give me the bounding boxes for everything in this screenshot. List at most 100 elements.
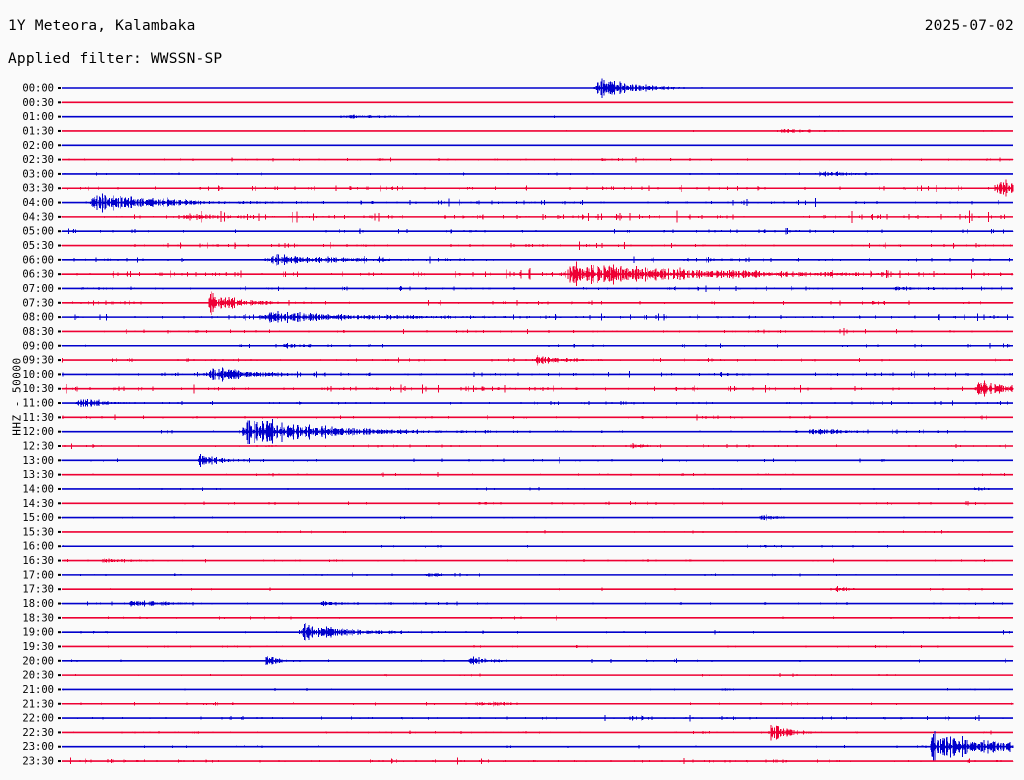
trace-row bbox=[61, 572, 1014, 578]
time-tick-label: 19:00 bbox=[22, 627, 54, 639]
trace-waveform bbox=[62, 645, 1014, 648]
trace-row bbox=[61, 418, 1014, 445]
time-tick-label: 08:30 bbox=[22, 326, 54, 338]
trace-waveform bbox=[61, 399, 1014, 407]
trace-waveform bbox=[61, 355, 1014, 366]
time-tick-label: 06:00 bbox=[22, 254, 54, 266]
trace-row bbox=[61, 725, 1014, 741]
time-tick-label: 12:30 bbox=[22, 441, 54, 453]
time-tick-label: 09:30 bbox=[22, 355, 54, 367]
trace-row bbox=[61, 355, 1014, 366]
trace-row bbox=[62, 558, 1014, 563]
time-tick-label: 00:30 bbox=[22, 97, 54, 109]
plot-date: 2025-07-02 bbox=[924, 18, 1014, 34]
trace-row bbox=[61, 673, 1014, 677]
trace-row bbox=[61, 311, 1014, 323]
trace-row bbox=[61, 730, 1014, 762]
trace-row bbox=[61, 179, 1014, 197]
time-tick-label: 07:00 bbox=[22, 283, 54, 295]
time-tick-label: 13:30 bbox=[22, 469, 54, 481]
time-tick-label: 02:30 bbox=[22, 154, 54, 166]
trace-row bbox=[61, 343, 1013, 349]
trace-row bbox=[61, 530, 1014, 534]
trace-row bbox=[61, 210, 1014, 224]
trace-row bbox=[61, 193, 1014, 213]
time-tick-label: 19:30 bbox=[22, 641, 54, 653]
time-tick-label: 10:30 bbox=[22, 383, 54, 395]
time-tick-label: 20:00 bbox=[22, 655, 54, 667]
time-tick-label: 15:00 bbox=[22, 512, 54, 524]
trace-row bbox=[61, 714, 1014, 722]
trace-row bbox=[61, 101, 1014, 104]
trace-row bbox=[61, 600, 1014, 607]
trace-waveform bbox=[61, 622, 1014, 641]
time-tick-label: 02:00 bbox=[22, 140, 54, 152]
trace-waveform bbox=[61, 514, 1014, 521]
time-tick-label: 22:00 bbox=[22, 713, 54, 725]
time-tick-label: 21:30 bbox=[22, 698, 54, 710]
time-tick-label: 16:00 bbox=[22, 541, 54, 553]
trace-row bbox=[61, 144, 1013, 147]
time-tick-label: 12:00 bbox=[22, 426, 54, 438]
time-tick-label: 06:30 bbox=[22, 269, 54, 281]
trace-row bbox=[61, 285, 1014, 292]
trace-row bbox=[61, 78, 1014, 99]
trace-waveform bbox=[61, 600, 1014, 607]
trace-waveform bbox=[61, 757, 1014, 765]
trace-waveform bbox=[61, 380, 1014, 397]
trace-row bbox=[61, 586, 1014, 592]
trace-waveform bbox=[61, 714, 1014, 722]
station-title: 1Y Meteora, Kalambaka bbox=[8, 18, 196, 34]
time-tick-label: 01:30 bbox=[22, 125, 54, 137]
trace-row bbox=[61, 688, 1014, 691]
time-tick-label: 22:30 bbox=[22, 727, 54, 739]
trace-row bbox=[61, 367, 1014, 382]
trace-row bbox=[61, 171, 1014, 177]
time-tick-label: 15:30 bbox=[22, 526, 54, 538]
trace-row bbox=[61, 114, 1014, 119]
trace-waveform bbox=[61, 688, 1014, 691]
time-tick-label: 01:00 bbox=[22, 111, 54, 123]
time-tick-label: 16:30 bbox=[22, 555, 54, 567]
time-tick-label: 23:00 bbox=[22, 741, 54, 753]
trace-waveform bbox=[61, 210, 1014, 224]
trace-waveform bbox=[61, 414, 1014, 421]
time-tick-label: 07:30 bbox=[22, 297, 54, 309]
trace-row bbox=[61, 414, 1014, 421]
trace-waveform bbox=[61, 156, 1014, 163]
time-tick-label: 20:30 bbox=[22, 670, 54, 682]
trace-row bbox=[61, 128, 1014, 133]
time-tick-label: 11:00 bbox=[22, 398, 54, 410]
time-tick-label: 10:00 bbox=[22, 369, 54, 381]
trace-waveform bbox=[62, 558, 1014, 563]
trace-row bbox=[61, 622, 1014, 641]
trace-row bbox=[61, 327, 1013, 336]
trace-waveform bbox=[61, 193, 1014, 213]
trace-waveform bbox=[61, 530, 1014, 534]
time-tick-label: 18:00 bbox=[22, 598, 54, 610]
trace-row bbox=[61, 514, 1014, 521]
time-tick-label: 03:00 bbox=[22, 168, 54, 180]
trace-row bbox=[62, 645, 1014, 648]
time-tick-label: 17:00 bbox=[22, 569, 54, 581]
trace-waveform bbox=[61, 443, 1014, 449]
trace-row bbox=[61, 380, 1014, 397]
time-tick-label: 18:30 bbox=[22, 612, 54, 624]
trace-row bbox=[61, 443, 1014, 449]
trace-waveform bbox=[61, 656, 1014, 666]
trace-waveform bbox=[61, 311, 1014, 323]
trace-row bbox=[61, 227, 1014, 235]
trace-row bbox=[61, 399, 1014, 407]
trace-row bbox=[61, 261, 1014, 286]
time-tick-label: 23:30 bbox=[22, 756, 54, 768]
time-tick-label: 13:00 bbox=[22, 455, 54, 467]
trace-row bbox=[61, 156, 1014, 163]
trace-waveform bbox=[61, 418, 1014, 445]
trace-row bbox=[61, 472, 1014, 478]
applied-filter-label: Applied filter: WWSSN-SP bbox=[8, 51, 223, 67]
time-tick-label: 21:00 bbox=[22, 684, 54, 696]
time-tick-label: 14:00 bbox=[22, 483, 54, 495]
time-tick-label: 11:30 bbox=[22, 412, 54, 424]
